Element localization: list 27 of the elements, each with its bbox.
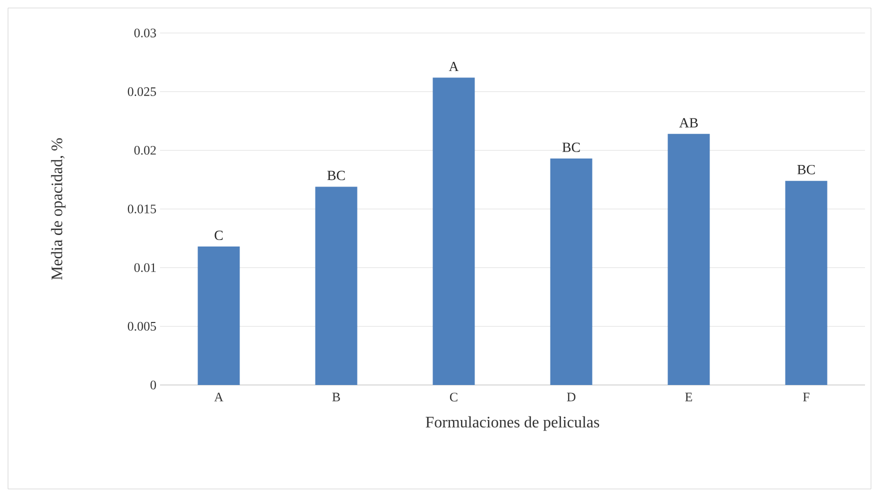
bar: [550, 158, 592, 385]
y-tick-label: 0.005: [128, 322, 156, 331]
y-axis-title: Media de opacidad, %: [51, 138, 66, 280]
annotation: BC: [327, 170, 345, 180]
x-tick-label: E: [685, 392, 692, 402]
annotation: A: [448, 62, 459, 72]
annotation: AB: [679, 118, 698, 128]
annotation: BC: [562, 142, 580, 152]
y-tick-label: 0.025: [128, 87, 156, 96]
bar: [668, 134, 710, 385]
y-tick-label: 0.015: [128, 204, 156, 214]
annotation: C: [214, 230, 223, 240]
y-tick-label: 0.02: [134, 146, 156, 155]
x-axis-title: Formulaciones de peliculas: [426, 416, 600, 431]
annotation: BC: [797, 164, 815, 174]
bar: [198, 246, 240, 385]
x-tick-label: D: [566, 392, 576, 402]
bar: [315, 186, 358, 385]
bar: [432, 78, 475, 385]
y-tick-label: 0.03: [134, 28, 156, 38]
y-tick-label: 0.01: [134, 263, 156, 272]
x-tick-label: B: [332, 392, 340, 402]
x-tick-label: C: [450, 392, 458, 402]
y-tick-label: 0: [150, 380, 156, 390]
bar: [785, 180, 828, 385]
x-tick-label: F: [803, 392, 810, 402]
x-tick-label: A: [214, 392, 224, 402]
